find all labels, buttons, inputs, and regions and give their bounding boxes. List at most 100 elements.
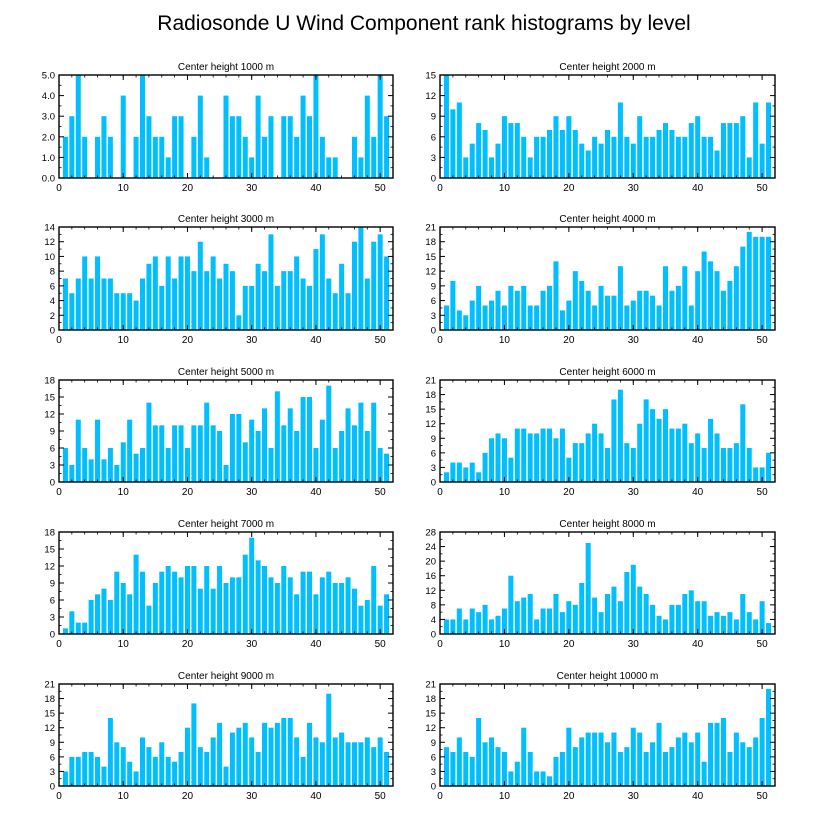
bar — [165, 157, 171, 178]
bar — [358, 227, 364, 330]
panel-title: Center height 4000 m — [559, 214, 655, 225]
bar — [753, 467, 759, 482]
bar — [217, 566, 223, 634]
x-tick-label: 30 — [246, 639, 258, 650]
bar — [172, 571, 178, 634]
bar — [101, 588, 107, 634]
bar — [553, 438, 559, 482]
panel-5: Center height 5000 m 0 10 20 30 40 50 0 3 6 9 12 15 1… — [44, 367, 394, 498]
bar — [294, 431, 300, 482]
bar — [650, 604, 656, 634]
bar — [450, 752, 456, 786]
bar — [547, 776, 553, 786]
bar — [604, 448, 611, 482]
bar — [534, 136, 540, 178]
bar — [236, 414, 242, 482]
bar — [598, 143, 604, 178]
bar — [501, 608, 507, 634]
bar — [262, 408, 268, 482]
bar — [727, 448, 733, 482]
bar — [146, 116, 152, 178]
y-tick-label: 6 — [50, 281, 55, 292]
bar — [759, 143, 765, 178]
bar — [294, 594, 300, 634]
y-tick-label: 9 — [431, 281, 436, 292]
bar — [688, 123, 694, 178]
x-tick-label: 20 — [182, 487, 194, 498]
bar — [69, 756, 75, 786]
bar — [313, 737, 319, 786]
bar — [637, 290, 643, 330]
bar — [508, 575, 514, 634]
x-tick-label: 10 — [118, 487, 130, 498]
bar — [572, 129, 578, 178]
y-tick-label: 0 — [50, 630, 55, 641]
bar — [281, 425, 287, 482]
bar — [759, 718, 765, 786]
x-tick-label: 50 — [375, 487, 387, 498]
bar — [669, 290, 675, 330]
bar — [88, 752, 94, 786]
bar — [371, 136, 377, 178]
bar — [82, 136, 88, 178]
bar — [101, 278, 107, 330]
bar — [540, 136, 546, 178]
y-tick-label: 3 — [50, 613, 55, 624]
bar — [236, 116, 242, 178]
x-tick-label: 40 — [310, 639, 322, 650]
bar — [114, 742, 120, 786]
bar — [229, 577, 235, 634]
bar — [624, 305, 630, 330]
bar — [727, 752, 733, 786]
bar — [617, 601, 623, 634]
x-tick-label: 0 — [56, 183, 62, 194]
bar — [210, 737, 216, 786]
x-tick-label: 20 — [563, 791, 575, 802]
bar — [268, 234, 274, 330]
bar — [133, 453, 139, 482]
y-tick-label: 12 — [425, 723, 436, 734]
bar — [656, 615, 662, 634]
bar — [62, 771, 68, 786]
bar — [450, 109, 456, 178]
bar — [159, 571, 165, 634]
bar — [450, 462, 456, 482]
bar — [592, 305, 598, 330]
bar — [521, 428, 527, 482]
bar — [727, 280, 733, 330]
bar — [688, 443, 694, 482]
panel-10: Center height 10000 m 0 10 20 30 40 50 0 3 6 9 12 15… — [425, 671, 776, 802]
bar — [682, 423, 688, 482]
bar — [384, 752, 390, 786]
bar — [708, 722, 714, 786]
bar — [650, 295, 656, 330]
x-tick-label: 40 — [310, 791, 322, 802]
panel-2: Center height 2000 m 0 10 20 30 40 50 0 3 6 9 12 15 — [425, 62, 776, 194]
bar — [255, 95, 261, 178]
bar — [482, 129, 488, 178]
y-tick-label: 4 — [50, 296, 55, 307]
bar — [669, 747, 675, 786]
bar — [553, 593, 559, 634]
bar — [358, 742, 364, 786]
y-tick-label: 0 — [431, 630, 436, 641]
y-tick-label: 21 — [44, 680, 55, 691]
bar — [559, 612, 565, 634]
bar — [637, 732, 643, 786]
y-tick-label: 12 — [44, 723, 55, 734]
bar — [287, 577, 293, 634]
bar — [527, 157, 533, 178]
bar — [146, 263, 152, 330]
bar — [592, 423, 598, 482]
bar — [559, 129, 565, 178]
bar — [223, 263, 229, 330]
bar — [249, 157, 255, 178]
y-tick-label: 9 — [431, 738, 436, 749]
bar — [204, 752, 210, 786]
bar — [463, 315, 469, 330]
bar — [88, 600, 94, 634]
bar — [326, 278, 332, 330]
bar — [637, 586, 643, 634]
bar — [482, 604, 488, 634]
